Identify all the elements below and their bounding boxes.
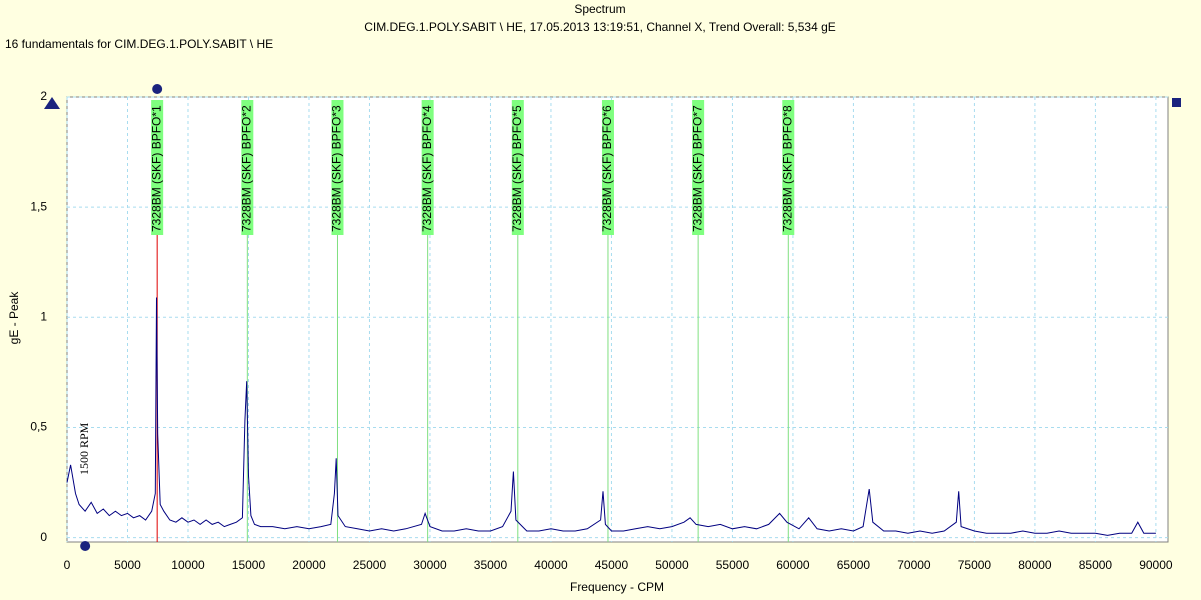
fault-marker-label: 7328BM (SKF) BPFO*1: [149, 105, 163, 232]
x-tick-label: 20000: [292, 558, 326, 572]
x-tick-label: 45000: [595, 558, 629, 572]
fault-marker-box: [241, 100, 254, 235]
y-tick-label: 2: [40, 89, 47, 103]
note: 16 fundamentals for CIM.DEG.1.POLY.SABIT…: [5, 37, 273, 51]
x-tick-label: 5000: [114, 558, 141, 572]
x-tick-label: 15000: [232, 558, 266, 572]
x-tick-label: 25000: [353, 558, 387, 572]
y-axis-label: gE - Peak: [7, 291, 21, 345]
x-tick-label: 70000: [897, 558, 931, 572]
y-tick-label: 1: [40, 309, 47, 323]
scale-icon: [1172, 98, 1181, 107]
annotation-dot: [80, 541, 91, 551]
x-tick-label: 85000: [1079, 558, 1113, 572]
fault-marker-label: 7328BM (SKF) BPFO*2: [239, 105, 253, 232]
x-tick-label: 80000: [1018, 558, 1052, 572]
fault-marker-box: [601, 100, 614, 235]
fault-marker-box: [692, 100, 705, 235]
x-tick-label: 55000: [716, 558, 750, 572]
y-tick-label: 0: [40, 530, 47, 544]
y-tick-label: 1,5: [30, 199, 47, 213]
x-tick-label: 40000: [534, 558, 568, 572]
x-tick-label: 35000: [474, 558, 508, 572]
x-tick-label: 50000: [655, 558, 689, 572]
fault-marker-label: 7328BM (SKF) BPFO*4: [420, 105, 434, 232]
chart-subtitle: CIM.DEG.1.POLY.SABIT \ HE, 17.05.2013 13…: [364, 20, 836, 34]
fault-marker-label: 7328BM (SKF) BPFO*6: [600, 105, 614, 232]
x-tick-label: 60000: [776, 558, 810, 572]
plot-area: [66, 96, 1169, 543]
cursor-dot: [152, 84, 163, 94]
fault-marker-label: 7328BM (SKF) BPFO*8: [780, 105, 794, 232]
fault-marker-box: [151, 100, 164, 235]
fault-marker-label: 7328BM (SKF) BPFO*7: [690, 105, 704, 232]
y-cursor-icon: [44, 97, 60, 109]
x-tick-label: 30000: [413, 558, 447, 572]
fault-marker-box: [511, 100, 524, 235]
x-tick-label: 65000: [837, 558, 871, 572]
fault-marker-label: 7328BM (SKF) BPFO*5: [510, 105, 524, 232]
fault-marker-box: [331, 100, 344, 235]
x-tick-label: 10000: [171, 558, 205, 572]
x-axis-label: Frequency - CPM: [570, 580, 664, 594]
fault-marker-box: [421, 100, 434, 235]
y-tick-label: 0,5: [30, 420, 47, 434]
x-tick-label: 75000: [958, 558, 992, 572]
annotation-label: 1500 RPM: [77, 422, 91, 475]
x-tick-label: 0: [64, 558, 71, 572]
x-tick-label: 90000: [1139, 558, 1173, 572]
spectrum-line: [66, 297, 1156, 536]
fault-marker-box: [782, 100, 795, 235]
chart-title: Spectrum: [574, 2, 625, 16]
fault-marker-label: 7328BM (SKF) BPFO*3: [330, 105, 344, 232]
